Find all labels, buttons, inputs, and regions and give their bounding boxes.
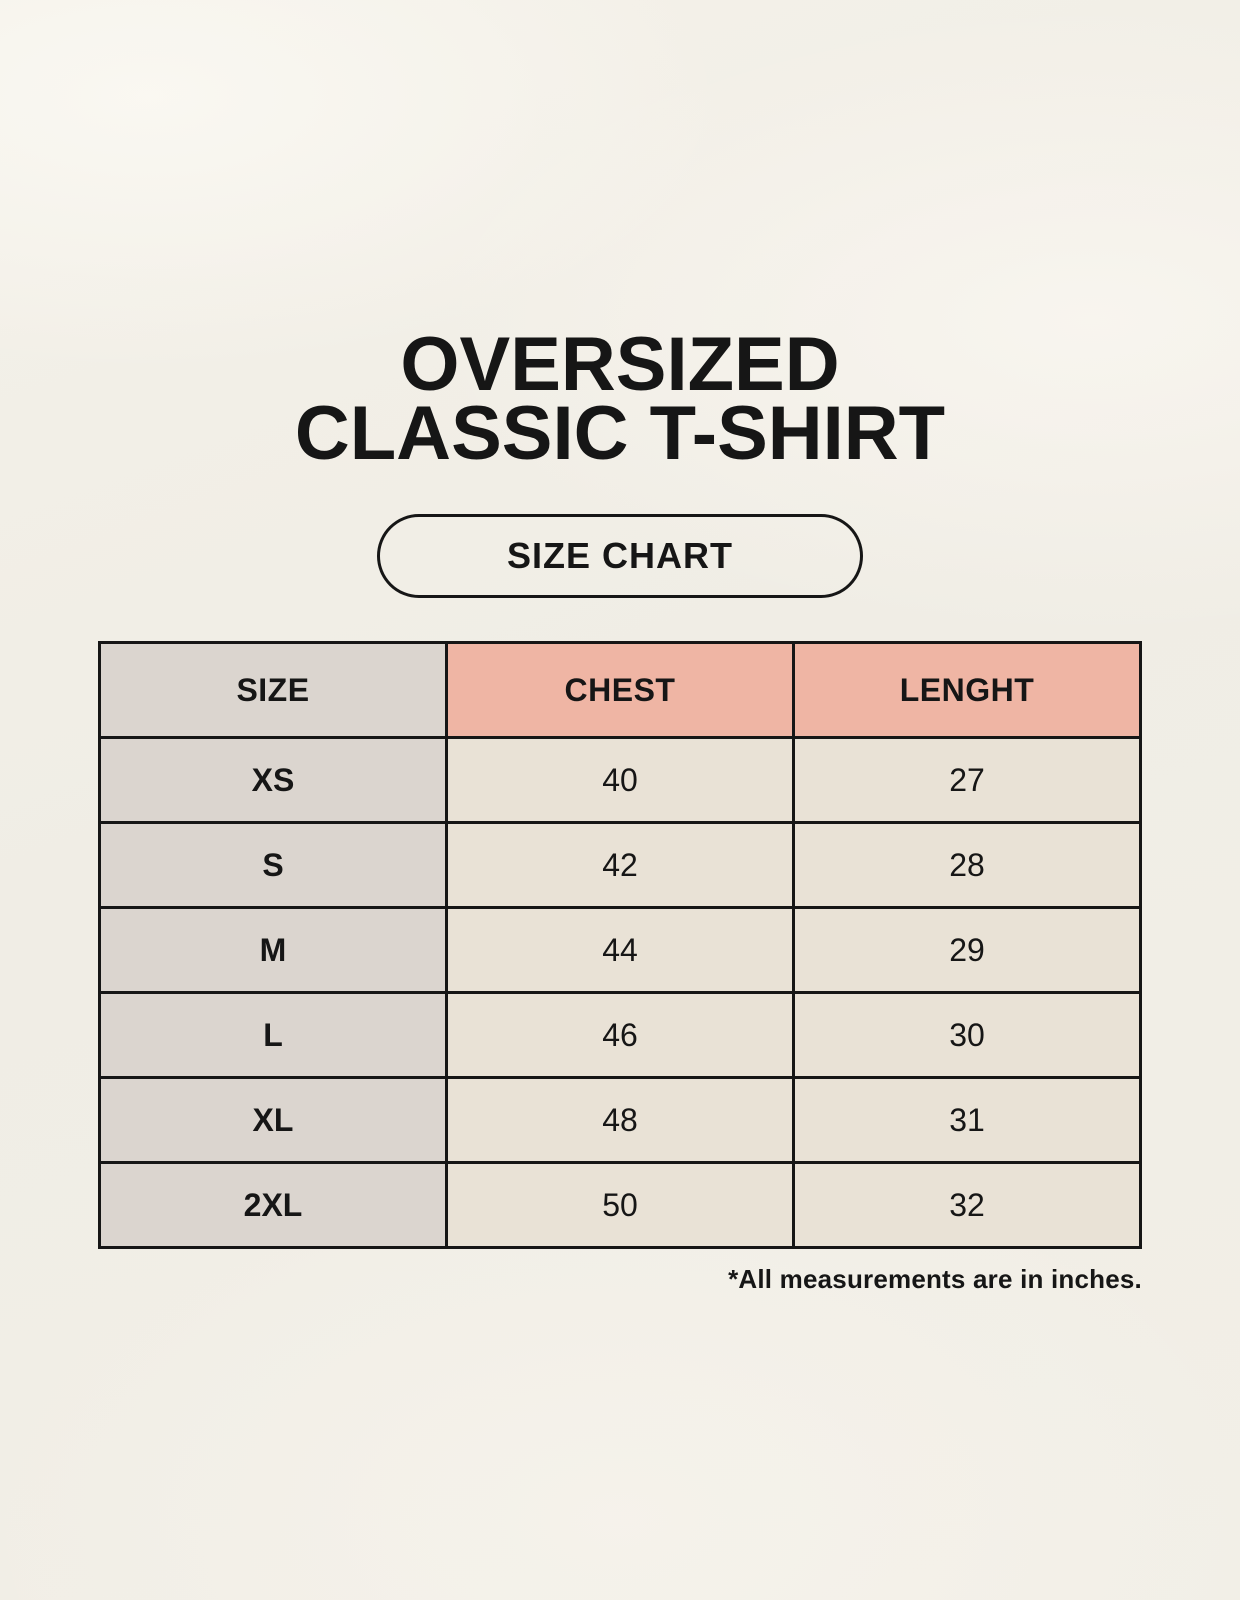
size-label-cell: M	[98, 906, 448, 994]
chest-value-cell: 48	[445, 1076, 795, 1164]
size-label-cell: XL	[98, 1076, 448, 1164]
header-cell-lenght: LENGHT	[792, 641, 1142, 739]
lenght-value-cell: 32	[792, 1161, 1142, 1249]
size-label-cell: L	[98, 991, 448, 1079]
measurements-footnote: *All measurements are in inches.	[728, 1264, 1142, 1294]
size-chart-button-label: SIZE CHART	[507, 535, 733, 576]
table-row: S 42 28	[98, 821, 1142, 909]
header-cell-size: SIZE	[98, 641, 448, 739]
product-title-line1: OVERSIZED	[400, 322, 840, 407]
table-row: L 46 30	[98, 991, 1142, 1079]
chest-value-cell: 46	[445, 991, 795, 1079]
table-row: XS 40 27	[98, 736, 1142, 824]
lenght-value-cell: 30	[792, 991, 1142, 1079]
chest-value-cell: 40	[445, 736, 795, 824]
size-chart-button[interactable]: SIZE CHART	[377, 514, 863, 598]
chest-value-cell: 44	[445, 906, 795, 994]
product-title-line2: CLASSIC T-SHIRT	[294, 391, 946, 476]
chest-value-cell: 42	[445, 821, 795, 909]
table-header-row: SIZE CHEST LENGHT	[98, 641, 1142, 739]
lenght-value-cell: 28	[792, 821, 1142, 909]
lenght-value-cell: 29	[792, 906, 1142, 994]
lenght-value-cell: 27	[792, 736, 1142, 824]
lenght-value-cell: 31	[792, 1076, 1142, 1164]
size-chart-table: SIZE CHEST LENGHT XS 40 27 S 42 28 M 44 …	[98, 641, 1142, 1249]
table-row: 2XL 50 32	[98, 1161, 1142, 1249]
size-label-cell: 2XL	[98, 1161, 448, 1249]
size-label-cell: XS	[98, 736, 448, 824]
table-row: XL 48 31	[98, 1076, 1142, 1164]
chest-value-cell: 50	[445, 1161, 795, 1249]
table-row: M 44 29	[98, 906, 1142, 994]
product-title: OVERSIZED CLASSIC T-SHIRT	[0, 0, 1240, 476]
header-cell-chest: CHEST	[445, 641, 795, 739]
size-label-cell: S	[98, 821, 448, 909]
